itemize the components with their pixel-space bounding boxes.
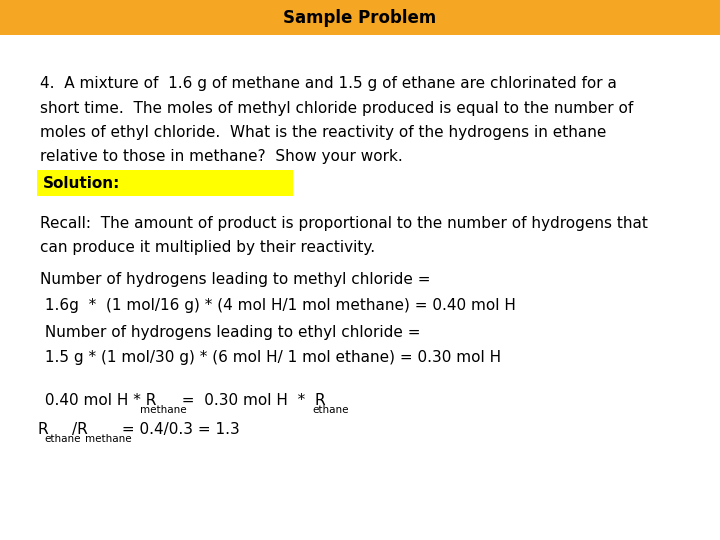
Text: Number of hydrogens leading to ethyl chloride =: Number of hydrogens leading to ethyl chl… [40, 325, 420, 340]
Text: 4.  A mixture of  1.6 g of methane and 1.5 g of ethane are chlorinated for a: 4. A mixture of 1.6 g of methane and 1.5… [40, 76, 616, 91]
Text: methane: methane [85, 434, 132, 444]
Bar [37, 170, 293, 196]
Text: 1.6g  *  (1 mol/16 g) * (4 mol H/1 mol methane) = 0.40 mol H: 1.6g * (1 mol/16 g) * (4 mol H/1 mol met… [40, 298, 516, 313]
Text: moles of ethyl chloride.  What is the reactivity of the hydrogens in ethane: moles of ethyl chloride. What is the rea… [40, 125, 606, 140]
Text: /R: /R [71, 422, 87, 437]
Text: methane: methane [140, 406, 186, 415]
Text: 1.5 g * (1 mol/30 g) * (6 mol H/ 1 mol ethane) = 0.30 mol H: 1.5 g * (1 mol/30 g) * (6 mol H/ 1 mol e… [40, 350, 500, 365]
Text: relative to those in methane?  Show your work.: relative to those in methane? Show your … [40, 149, 402, 164]
Text: R: R [37, 422, 48, 437]
Text: Number of hydrogens leading to methyl chloride =: Number of hydrogens leading to methyl ch… [40, 272, 430, 287]
Text: Sample Problem: Sample Problem [284, 9, 436, 27]
Text: Solution:: Solution: [43, 176, 120, 191]
Text: can produce it multiplied by their reactivity.: can produce it multiplied by their react… [40, 240, 374, 255]
Bar [0, 0, 720, 35]
Text: 0.40 mol H * R: 0.40 mol H * R [40, 393, 156, 408]
Text: ethane: ethane [44, 434, 81, 444]
Text: short time.  The moles of methyl chloride produced is equal to the number of: short time. The moles of methyl chloride… [40, 100, 633, 116]
Text: Recall:  The amount of product is proportional to the number of hydrogens that: Recall: The amount of product is proport… [40, 215, 647, 231]
Text: =  0.30 mol H  *  R: = 0.30 mol H * R [172, 393, 325, 408]
Text: ethane: ethane [312, 406, 349, 415]
Text: = 0.4/0.3 = 1.3: = 0.4/0.3 = 1.3 [117, 422, 240, 437]
